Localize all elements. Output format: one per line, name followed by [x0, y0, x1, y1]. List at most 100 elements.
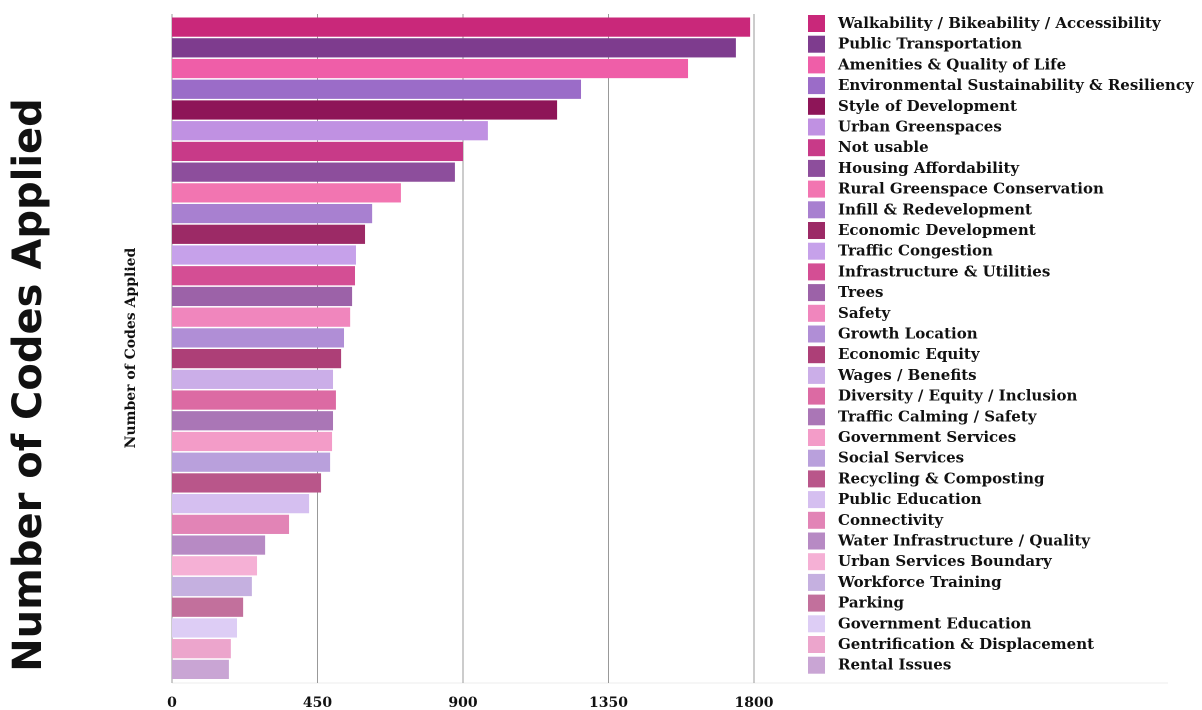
bar	[172, 38, 736, 57]
bar	[172, 411, 333, 430]
bar	[172, 618, 237, 637]
legend-swatch	[808, 657, 825, 674]
bar	[172, 535, 265, 554]
legend-swatch	[808, 553, 825, 570]
legend-swatch	[808, 491, 825, 508]
legend-label: Social Services	[838, 449, 964, 467]
legend-label: Infill & Redevelopment	[838, 200, 1032, 218]
legend-swatch	[808, 15, 825, 32]
legend-label: Environmental Sustainability & Resilienc…	[838, 76, 1195, 94]
legend-label: Recycling & Composting	[838, 469, 1045, 487]
bar	[172, 183, 401, 202]
legend-label: Style of Development	[838, 97, 1017, 115]
legend-label: Economic Equity	[838, 345, 981, 363]
legend-swatch	[808, 367, 825, 384]
legend-label: Infrastructure & Utilities	[838, 262, 1050, 280]
legend-swatch	[808, 346, 825, 363]
x-tick-label: 450	[303, 695, 332, 710]
legend-swatch	[808, 243, 825, 260]
bar	[172, 121, 488, 140]
bar	[172, 349, 341, 368]
bar	[172, 142, 463, 161]
legend-swatch	[808, 615, 825, 632]
legend-label: Wages / Benefits	[837, 366, 977, 384]
bar	[172, 494, 309, 513]
legend-swatch	[808, 305, 825, 322]
legend-swatch	[808, 512, 825, 529]
bar	[172, 100, 557, 119]
legend-swatch	[808, 450, 825, 467]
legend-label: Water Infrastructure / Quality	[837, 532, 1091, 550]
legend-label: Traffic Calming / Safety	[838, 407, 1038, 425]
legend-label: Urban Greenspaces	[838, 118, 1002, 136]
legend-label: Housing Affordability	[838, 159, 1020, 177]
legend-swatch	[808, 636, 825, 653]
bar	[172, 453, 330, 472]
legend-swatch	[808, 201, 825, 218]
legend-label: Urban Services Boundary	[838, 552, 1053, 570]
bar	[172, 163, 455, 182]
legend-swatch	[808, 574, 825, 591]
legend-swatch	[808, 388, 825, 405]
legend-swatch	[808, 429, 825, 446]
legend-swatch	[808, 56, 825, 73]
legend-label: Connectivity	[838, 511, 944, 529]
legend-swatch	[808, 222, 825, 239]
legend-label: Amenities & Quality of Life	[837, 55, 1066, 73]
legend-swatch	[808, 408, 825, 425]
legend-label: Diversity / Equity / Inclusion	[838, 387, 1077, 405]
bar	[172, 245, 356, 264]
legend-label: Rural Greenspace Conservation	[838, 180, 1104, 198]
bar	[172, 556, 257, 575]
legend-label: Growth Location	[838, 325, 978, 343]
bar	[172, 80, 581, 99]
bar	[172, 660, 229, 679]
legend-label: Safety	[838, 304, 891, 322]
legend-swatch	[808, 326, 825, 343]
bar	[172, 432, 332, 451]
legend-swatch	[808, 119, 825, 136]
bar	[172, 59, 688, 78]
bar	[172, 390, 336, 409]
legend-label: Traffic Congestion	[838, 242, 993, 260]
legend-label: Walkability / Bikeability / Accessibilit…	[837, 14, 1162, 32]
legend-swatch	[808, 98, 825, 115]
chart: Number of Codes Applied Number of Codes …	[0, 0, 1202, 710]
bar	[172, 598, 243, 617]
chart-title: Number of Codes Applied	[5, 98, 51, 672]
x-tick-label: 1800	[735, 695, 774, 710]
legend-label: Trees	[838, 283, 884, 301]
legend-swatch	[808, 77, 825, 94]
legend-swatch	[808, 139, 825, 156]
bar	[172, 577, 252, 596]
legend-label: Workforce Training	[837, 573, 1002, 591]
legend-swatch	[808, 284, 825, 301]
legend-label: Public Education	[838, 490, 982, 508]
bar	[172, 225, 365, 244]
legend-label: Rental Issues	[838, 656, 951, 674]
legend-label: Gentrification & Displacement	[838, 635, 1094, 653]
bar	[172, 204, 372, 223]
x-tick-label: 900	[448, 695, 477, 710]
legend-swatch	[808, 160, 825, 177]
bar	[172, 639, 231, 658]
bar	[172, 308, 350, 327]
bar	[172, 370, 333, 389]
bar	[172, 473, 321, 492]
legend-swatch	[808, 36, 825, 53]
x-tick-label: 1350	[589, 695, 628, 710]
x-tick-label: 0	[167, 695, 177, 710]
legend-label: Government Education	[838, 614, 1032, 632]
bar	[172, 328, 344, 347]
legend-label: Economic Development	[838, 221, 1036, 239]
legend-label: Government Services	[838, 428, 1016, 446]
bar	[172, 515, 289, 534]
legend-swatch	[808, 263, 825, 280]
y-axis-label: Number of Codes Applied	[123, 247, 139, 448]
legend-swatch	[808, 595, 825, 612]
legend-label: Parking	[838, 594, 904, 612]
legend-label: Not usable	[838, 138, 929, 156]
legend-label: Public Transportation	[838, 35, 1022, 53]
legend-swatch	[808, 470, 825, 487]
bar	[172, 266, 355, 285]
